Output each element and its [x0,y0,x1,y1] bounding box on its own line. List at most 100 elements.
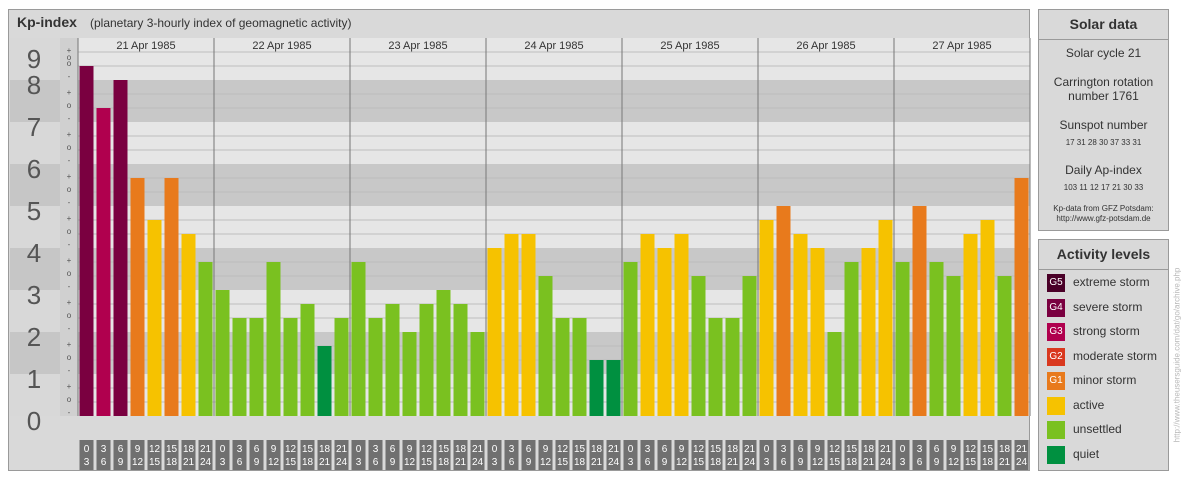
y-tick-label: 0 [27,406,41,436]
carrington-line-2: number 1761 [1068,89,1139,103]
subdivision-label: o [67,185,72,194]
subdivision-column [60,38,78,416]
interval-end-label: 12 [132,457,144,468]
interval-cell [181,440,196,470]
interval-end-label: 3 [356,457,362,468]
subdivision-label: o [67,269,72,278]
kp-bar [691,276,706,416]
interval-end-label: 21 [183,457,195,468]
kp-bar [317,345,332,416]
interval-cell [1014,440,1029,470]
interval-end-label: 18 [710,457,722,468]
interval-start-label: 9 [135,444,141,455]
credit-line-2: http://www.gfz-potsdam.de [1056,214,1151,223]
data-credit: Kp-data from GFZ Potsdam: http://www.gfz… [1039,204,1168,224]
kp-bar [300,303,315,416]
interval-cell [776,440,791,470]
interval-end-label: 3 [900,457,906,468]
chart-subtitle: (planetary 3-hourly index of geomagnetic… [90,16,352,30]
interval-end-label: 24 [200,457,212,468]
subdivision-label: o [67,395,72,404]
kp-bar [946,276,961,416]
interval-start-label: 15 [982,444,994,455]
day-label: 23 Apr 1985 [388,40,447,52]
kp-bar [436,290,451,416]
interval-end-label: 18 [846,457,858,468]
interval-start-label: 0 [220,444,226,455]
subdivision-label: o [67,311,72,320]
kp-bar [776,206,791,416]
kp-bar [589,360,604,416]
y-tick-label: 9 [27,44,41,74]
interval-end-label: 9 [934,457,940,468]
interval-cell [657,440,672,470]
kp-bar [402,332,417,416]
interval-cell [164,440,179,470]
interval-start-label: 0 [84,444,90,455]
interval-cell [436,440,451,470]
interval-start-label: 21 [200,444,212,455]
interval-end-label: 15 [693,457,705,468]
interval-end-label: 9 [254,457,260,468]
interval-end-label: 15 [285,457,297,468]
subdivision-label: + [67,298,72,307]
interval-end-label: 3 [764,457,770,468]
subdivision-label: + [67,340,72,349]
interval-cell [572,440,587,470]
kp-bar [759,219,774,416]
interval-end-label: 21 [591,457,603,468]
interval-cell [198,440,213,470]
interval-cell [521,440,536,470]
subdivision-label: + [67,46,72,55]
subdivision-label: o [67,227,72,236]
interval-end-label: 15 [965,457,977,468]
interval-start-label: 15 [846,444,858,455]
day-header-strip [78,38,1030,52]
y-band [10,332,60,374]
interval-cell [810,440,825,470]
interval-end-label: 6 [509,457,515,468]
kp-bar [198,261,213,416]
day-label: 21 Apr 1985 [116,40,175,52]
interval-cell [96,440,111,470]
ap-index-label: Daily Ap-index [1065,163,1142,177]
kp-bar [113,80,128,416]
interval-cell [895,440,910,470]
legend-swatch: G2 [1047,347,1065,366]
sunspot-label: Sunspot number [1059,118,1148,132]
subdivision-label: - [68,240,71,249]
legend-label: minor storm [1073,373,1137,387]
interval-start-label: 12 [829,444,841,455]
kp-bar [147,219,162,416]
subdivision-label: + [67,382,72,391]
interval-end-label: 12 [676,457,688,468]
y-tick-label: 8 [27,70,41,100]
kp-bar [453,303,468,416]
carrington-rotation: Carrington rotation number 1761 [1039,75,1168,103]
kp-bar [538,276,553,416]
interval-start-label: 6 [118,444,124,455]
interval-start-label: 3 [781,444,787,455]
interval-start-label: 12 [693,444,705,455]
interval-cell [419,440,434,470]
interval-cell [283,440,298,470]
interval-end-label: 18 [574,457,586,468]
interval-cell [470,440,485,470]
interval-end-label: 6 [645,457,651,468]
ap-index-values: 103 11 12 17 21 30 33 [1063,183,1144,192]
kp-bar [555,318,570,416]
interval-cell [725,440,740,470]
interval-start-label: 6 [934,444,940,455]
interval-cell [674,440,689,470]
interval-start-label: 21 [608,444,620,455]
kp-bar [232,318,247,416]
interval-end-label: 24 [608,457,620,468]
interval-cell [504,440,519,470]
kp-bar [963,234,978,416]
legend-label: active [1073,397,1105,412]
interval-cell [215,440,230,470]
interval-cell [113,440,128,470]
interval-cell [691,440,706,470]
interval-start-label: 21 [336,444,348,455]
grid-band [78,80,1030,122]
